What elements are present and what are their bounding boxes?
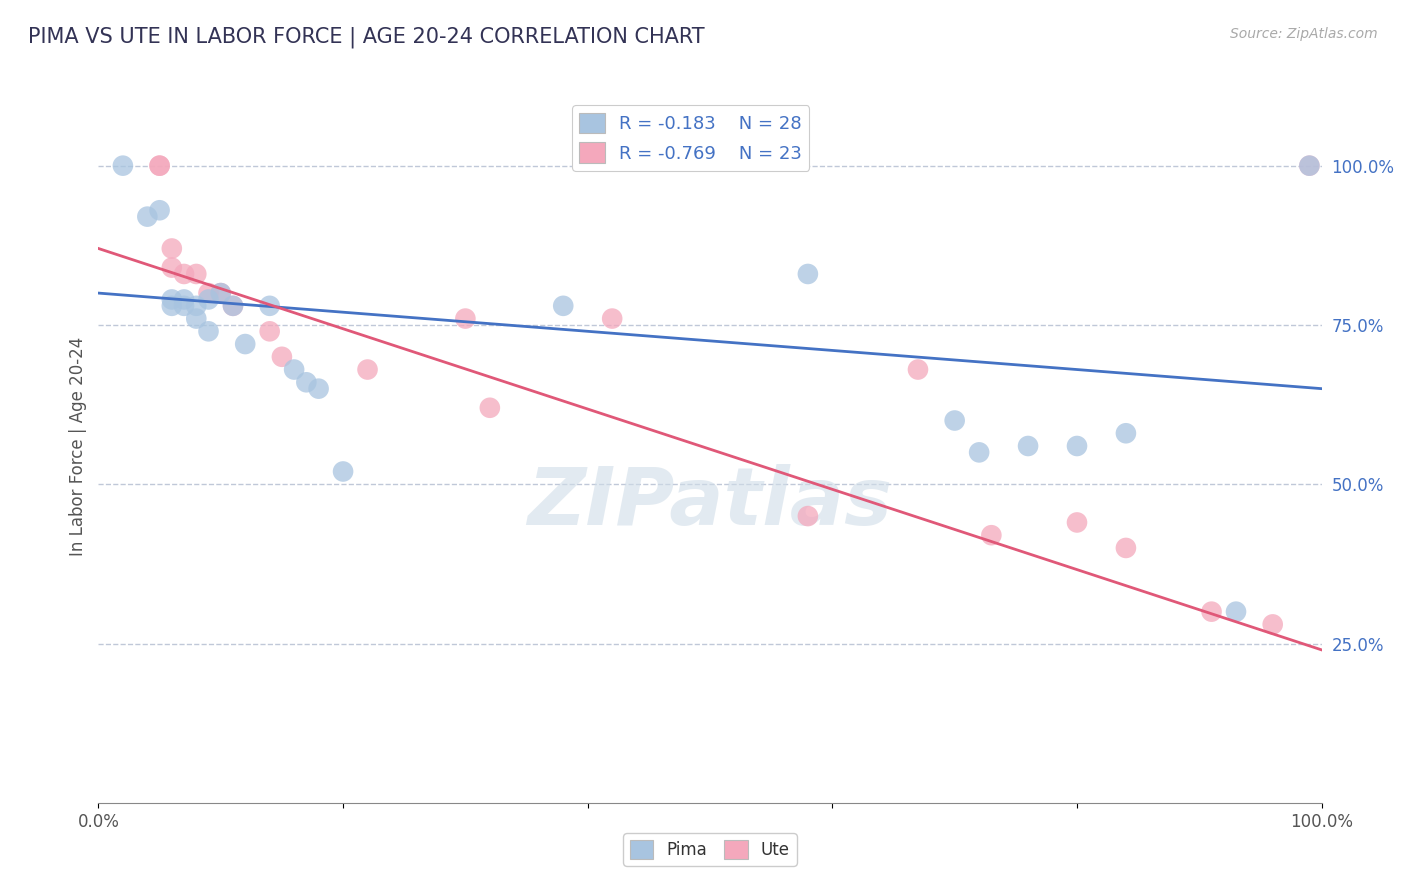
Point (111, 159, 134, 173)
Point (1115, 426, 1137, 441)
Point (1115, 541, 1137, 555)
Point (160, 299, 183, 313)
Point (478, 401, 501, 415)
Point (1066, 439, 1088, 453)
Point (160, 293, 183, 307)
Point (553, 299, 575, 313)
Point (1298, 159, 1320, 173)
Text: PIMA VS UTE IN LABOR FORCE | AGE 20-24 CORRELATION CHART: PIMA VS UTE IN LABOR FORCE | AGE 20-24 C… (28, 27, 704, 48)
Point (797, 267, 820, 281)
Point (186, 311, 208, 326)
Point (209, 286, 232, 301)
Point (197, 324, 219, 338)
Y-axis label: In Labor Force | Age 20-24: In Labor Force | Age 20-24 (69, 336, 87, 556)
Point (186, 299, 208, 313)
Point (308, 382, 330, 396)
Point (160, 242, 183, 256)
Text: Source: ZipAtlas.com: Source: ZipAtlas.com (1230, 27, 1378, 41)
Point (160, 260, 183, 275)
Point (197, 293, 219, 307)
Point (980, 528, 1002, 542)
Point (1066, 516, 1088, 530)
Point (222, 299, 245, 313)
Point (186, 267, 208, 281)
Point (1298, 159, 1320, 173)
Point (943, 413, 966, 427)
Point (1225, 605, 1247, 619)
Point (173, 299, 195, 313)
Point (1017, 439, 1039, 453)
Point (797, 509, 820, 524)
Point (332, 465, 354, 479)
Point (149, 159, 172, 173)
Point (1261, 617, 1284, 632)
Point (907, 362, 929, 376)
Point (233, 337, 256, 351)
Point (149, 159, 172, 173)
Point (356, 362, 378, 376)
Point (454, 311, 477, 326)
Point (259, 324, 281, 338)
Point (136, 210, 159, 224)
Point (149, 203, 172, 218)
Point (600, 311, 623, 326)
Point (209, 286, 232, 301)
Point (270, 350, 294, 364)
Point (197, 286, 219, 301)
Point (173, 267, 195, 281)
Point (173, 293, 195, 307)
Text: ZIPatlas: ZIPatlas (527, 464, 893, 542)
Point (967, 445, 990, 459)
Point (283, 362, 305, 376)
Legend: Pima, Ute: Pima, Ute (623, 833, 797, 866)
Point (222, 299, 245, 313)
Point (295, 376, 318, 390)
Point (259, 299, 281, 313)
Point (1201, 605, 1223, 619)
